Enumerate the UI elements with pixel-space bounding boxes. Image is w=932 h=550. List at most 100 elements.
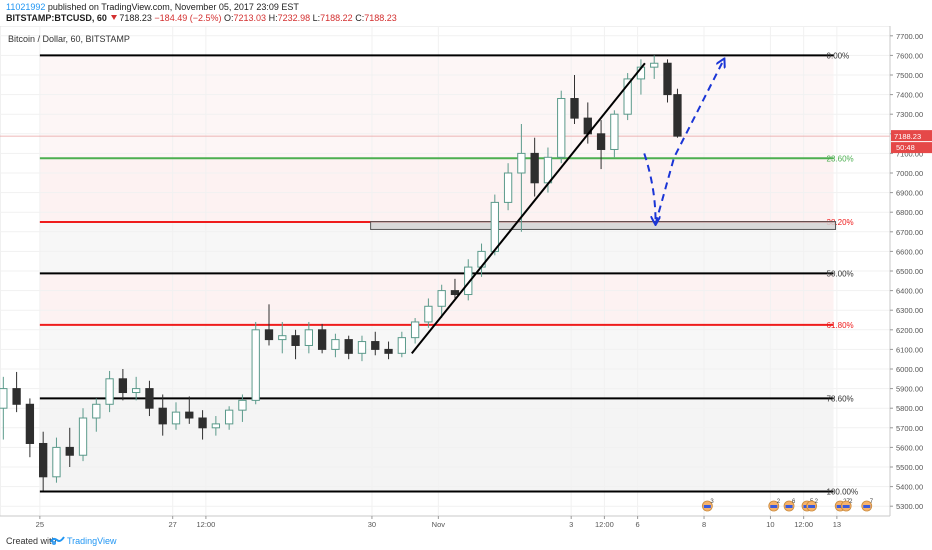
candle-body bbox=[171, 411, 181, 425]
fib-level-label: 61.80% bbox=[827, 321, 854, 330]
fib-band bbox=[39, 55, 834, 159]
candle-body bbox=[464, 266, 473, 296]
chart-header: 11021992 published on TradingView.com, N… bbox=[0, 0, 932, 26]
candle bbox=[344, 335, 353, 360]
close-value: 7188.23 bbox=[364, 13, 397, 23]
candle bbox=[25, 398, 35, 458]
event-count: 2 bbox=[849, 499, 853, 505]
time-tick-label: 25 bbox=[36, 520, 44, 529]
candle-body bbox=[291, 335, 300, 346]
fib-level-label: 50.00% bbox=[827, 269, 854, 278]
price-tick-label: 6700.00 bbox=[896, 228, 923, 237]
event-flag-icon: 2 bbox=[840, 499, 853, 512]
candle-body bbox=[437, 290, 446, 307]
candle-body bbox=[0, 388, 8, 409]
candle bbox=[39, 431, 48, 491]
price-tick-label: 7700.00 bbox=[896, 32, 923, 41]
candle bbox=[105, 370, 114, 413]
candle-body bbox=[663, 62, 672, 96]
last-price: 7188.23 bbox=[119, 13, 152, 23]
candle-body bbox=[623, 78, 632, 115]
price-tick-label: 5700.00 bbox=[896, 424, 923, 433]
candle bbox=[570, 75, 579, 124]
candle-body bbox=[39, 442, 48, 478]
candle-body bbox=[650, 62, 659, 68]
candle bbox=[118, 369, 128, 401]
time-tick-label: 12:00 bbox=[794, 520, 813, 529]
candle-body bbox=[384, 348, 393, 354]
change-value: −184.49 (−2.5%) bbox=[154, 13, 222, 23]
candle-body bbox=[570, 98, 579, 119]
candle-body bbox=[450, 290, 460, 296]
candle-body bbox=[185, 411, 194, 419]
fib-band bbox=[39, 222, 834, 274]
candle bbox=[317, 323, 327, 354]
price-tick-label: 7000.00 bbox=[896, 169, 923, 178]
candle bbox=[145, 380, 154, 417]
open-value: 7213.03 bbox=[233, 13, 267, 23]
time-tick-label: 6 bbox=[636, 520, 640, 529]
candle bbox=[132, 376, 141, 401]
fib-level-label: 78.60% bbox=[827, 394, 854, 403]
candle bbox=[397, 331, 406, 358]
high-label: H: bbox=[268, 13, 278, 23]
event-count: 2 bbox=[815, 499, 819, 505]
candle bbox=[278, 321, 287, 354]
price-tick-label: 5900.00 bbox=[896, 385, 923, 394]
price-chart[interactable]: 0.00% 23.60% 38.20% 50.00% 61.80% 78.60% 100.0… bbox=[0, 26, 932, 532]
fib-level-label: 23.60% bbox=[827, 154, 854, 163]
time-tick-label: 27 bbox=[169, 520, 177, 529]
candle-body bbox=[490, 201, 499, 252]
candle-body bbox=[596, 133, 606, 150]
price-tick-label: 7100.00 bbox=[896, 149, 923, 158]
candle bbox=[410, 318, 420, 344]
price-tick-label: 5500.00 bbox=[896, 463, 923, 472]
candle bbox=[530, 137, 539, 197]
event-flag-icon: 2 bbox=[806, 499, 819, 512]
candle-body bbox=[132, 388, 141, 394]
candle bbox=[171, 402, 181, 430]
price-tick-label: 6100.00 bbox=[896, 345, 923, 354]
publish-text: published on TradingView.com, November 0… bbox=[47, 2, 299, 12]
time-tick-label: 12:00 bbox=[595, 520, 614, 529]
created-with-text: Created with bbox=[6, 536, 57, 546]
candle-body bbox=[278, 335, 287, 341]
candle-body bbox=[331, 339, 340, 350]
event-count: 7 bbox=[870, 499, 874, 505]
author-link[interactable]: 11021992 bbox=[6, 2, 46, 12]
candle bbox=[52, 437, 61, 483]
candle bbox=[238, 394, 247, 422]
price-tick-label: 5400.00 bbox=[896, 483, 923, 492]
candle bbox=[291, 329, 300, 360]
candle-body bbox=[530, 152, 539, 184]
price-tick-label: 5800.00 bbox=[896, 404, 923, 413]
countdown-tag-value: 50:48 bbox=[896, 143, 915, 152]
candle bbox=[437, 284, 446, 319]
event-flag-stripe bbox=[785, 505, 793, 508]
candle bbox=[450, 278, 460, 299]
event-flag-icon: 3 bbox=[701, 499, 714, 512]
candle bbox=[517, 124, 526, 232]
close-label: C: bbox=[355, 13, 365, 23]
candle bbox=[503, 163, 513, 211]
high-value: 7232.98 bbox=[277, 13, 311, 23]
low-label: L: bbox=[312, 13, 321, 23]
tradingview-brand-link[interactable]: TradingView bbox=[67, 536, 117, 546]
candle bbox=[424, 298, 433, 328]
down-arrow-icon bbox=[111, 15, 118, 20]
symbol-label[interactable]: BITSTAMP:BTCUSD, 60 bbox=[6, 13, 107, 23]
candle bbox=[623, 73, 632, 121]
price-tick-label: 6900.00 bbox=[896, 189, 923, 198]
time-tick-label: 12:00 bbox=[197, 520, 216, 529]
candle bbox=[158, 394, 167, 436]
candle bbox=[464, 259, 473, 301]
candle-body bbox=[557, 98, 566, 158]
candle-body bbox=[78, 417, 88, 456]
fib-band bbox=[39, 324, 834, 399]
candle bbox=[331, 333, 340, 358]
event-flag-stripe bbox=[836, 505, 844, 508]
support-zone-rect bbox=[370, 221, 837, 230]
candle-body bbox=[158, 407, 167, 425]
candle bbox=[0, 376, 8, 440]
candle bbox=[304, 321, 313, 354]
